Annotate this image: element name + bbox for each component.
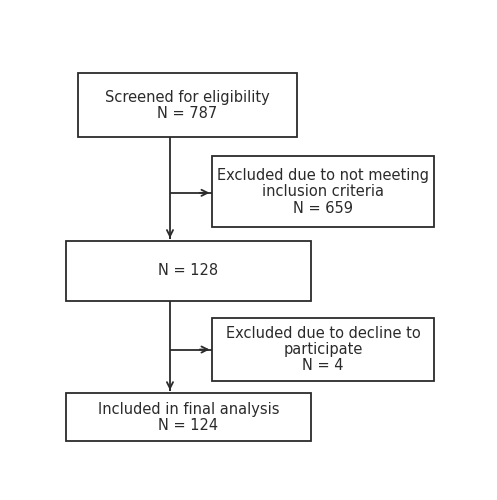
FancyBboxPatch shape	[212, 318, 434, 382]
FancyBboxPatch shape	[66, 393, 311, 441]
Text: Screened for eligibility: Screened for eligibility	[105, 90, 270, 104]
Text: Excluded due to decline to: Excluded due to decline to	[226, 326, 420, 341]
FancyBboxPatch shape	[212, 156, 434, 228]
Text: participate: participate	[283, 342, 363, 357]
Text: N = 659: N = 659	[293, 200, 353, 216]
Text: N = 124: N = 124	[158, 418, 218, 432]
Text: N = 128: N = 128	[158, 264, 218, 278]
FancyBboxPatch shape	[78, 74, 297, 137]
Text: N = 787: N = 787	[157, 106, 217, 121]
FancyBboxPatch shape	[66, 241, 311, 300]
Text: Included in final analysis: Included in final analysis	[97, 402, 279, 416]
Text: Excluded due to not meeting: Excluded due to not meeting	[217, 168, 429, 183]
Text: inclusion criteria: inclusion criteria	[262, 184, 384, 200]
Text: N = 4: N = 4	[302, 358, 344, 374]
